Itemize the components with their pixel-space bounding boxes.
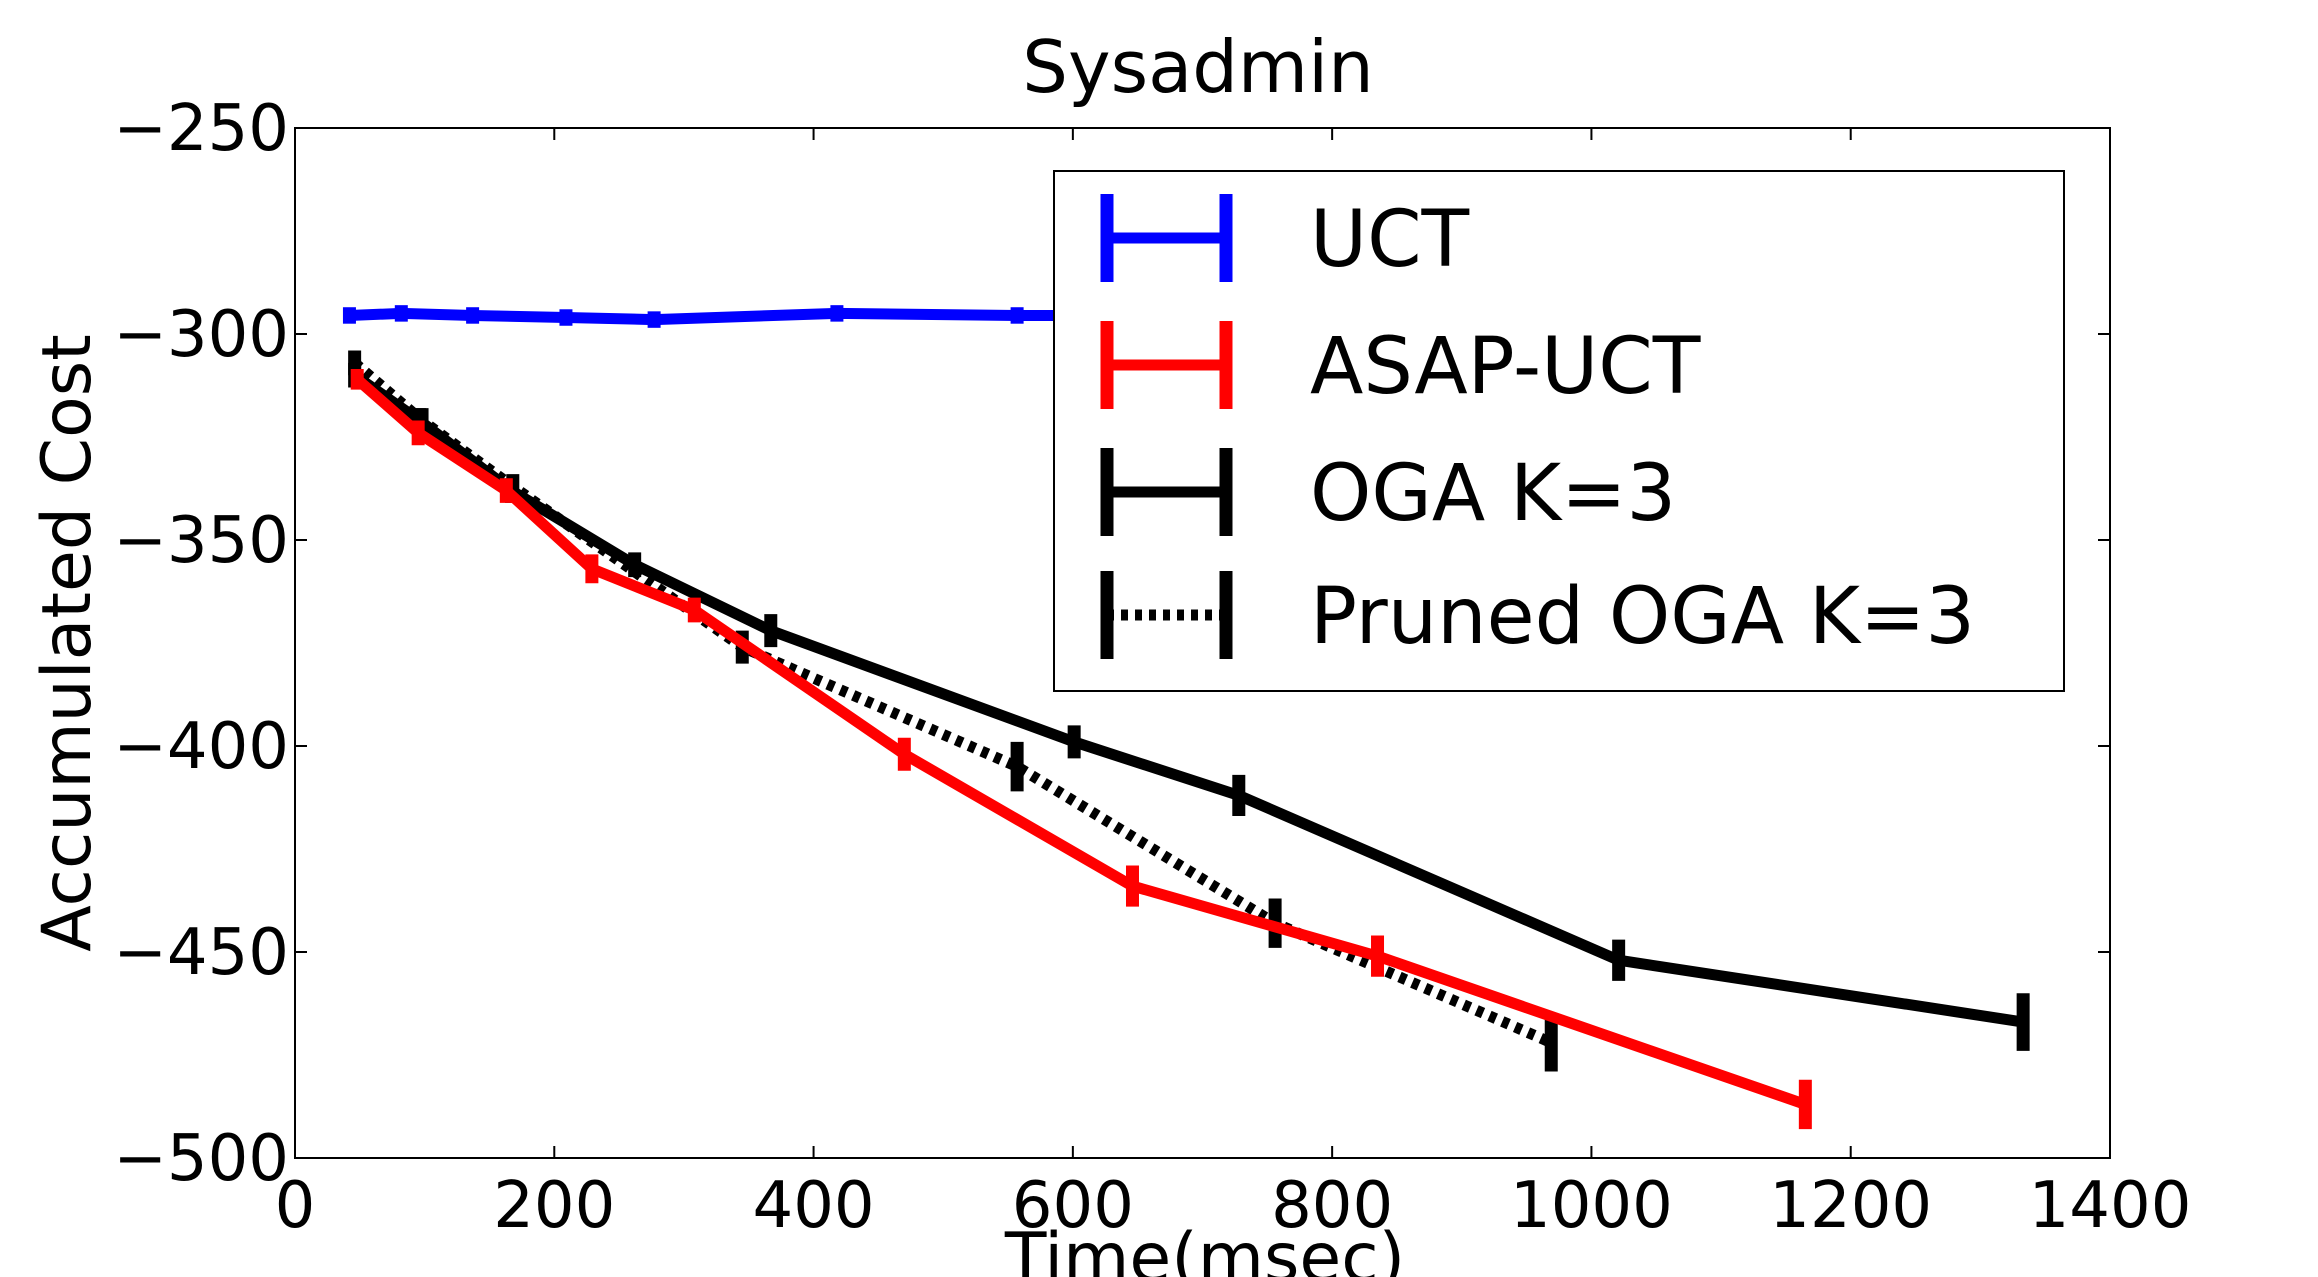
legend-label: ASAP-UCT <box>1310 322 1701 412</box>
y-tick-label: −350 <box>113 504 289 578</box>
y-tick-label: −450 <box>113 916 289 990</box>
legend: UCT ASAP-UCT OGA K=3 Pruned OGA K=3 <box>1053 170 2065 692</box>
y-axis-title: Accumulated Cost <box>28 334 107 952</box>
x-tick-label: 600 <box>1012 1169 1134 1243</box>
series-layer <box>342 305 2030 1130</box>
series-asap-uct <box>350 369 1812 1130</box>
legend-label: OGA K=3 <box>1310 449 1676 539</box>
plot-frame <box>294 127 2111 1159</box>
chart-title: Sysadmin <box>1022 25 1373 109</box>
x-tick-label: 1000 <box>1510 1169 1673 1243</box>
legend-item-asap-uct: ASAP-UCT <box>1100 321 1701 412</box>
legend-label: Pruned OGA K=3 <box>1310 572 1975 662</box>
legend-item-uct: UCT <box>1100 194 1470 285</box>
x-tick-label: 1200 <box>1769 1169 1932 1243</box>
x-tick-label: 400 <box>752 1169 874 1243</box>
x-tick-label: 800 <box>1271 1169 1393 1243</box>
x-axis-title: Time(msec) <box>1004 1219 1405 1277</box>
x-axis-ticks: 0 200 400 600 800 1000 1200 1400 <box>275 128 2192 1243</box>
legend-label: UCT <box>1310 195 1470 285</box>
y-tick-label: −500 <box>113 1122 289 1196</box>
y-tick-label: −300 <box>113 298 289 372</box>
series-line-uct <box>349 307 1203 326</box>
legend-item-pruned-oga-k-3: Pruned OGA K=3 <box>1100 571 1975 662</box>
legend-items: UCT ASAP-UCT OGA K=3 Pruned OGA K=3 <box>1100 194 1975 662</box>
y-tick-label: −400 <box>113 710 289 784</box>
y-tick-label: −250 <box>113 92 289 166</box>
legend-item-oga-k-3: OGA K=3 <box>1100 448 1676 539</box>
y-axis-ticks: −500 −450 −400 −350 −300 −250 <box>113 92 2110 1196</box>
x-tick-label: 0 <box>275 1169 316 1243</box>
x-tick-label: 200 <box>493 1169 615 1243</box>
x-tick-label: 1400 <box>2029 1169 2192 1243</box>
